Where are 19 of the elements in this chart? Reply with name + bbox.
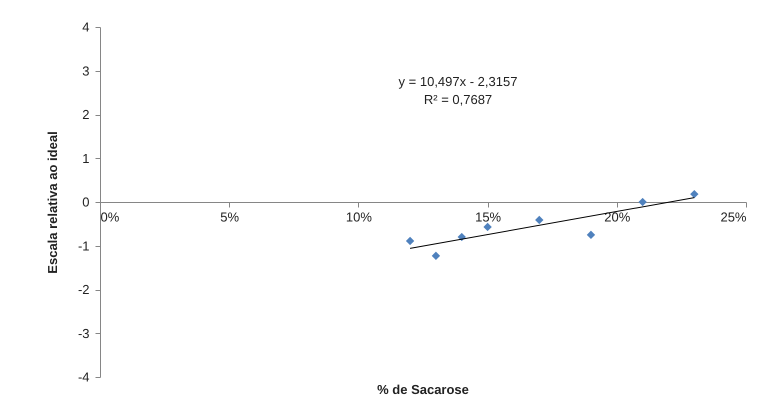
x-tick-label: 5%	[220, 210, 240, 224]
y-tick-label: 0	[82, 194, 90, 210]
annotation: y = 10,497x - 2,3157	[398, 74, 518, 89]
y-tick-label: -1	[78, 238, 90, 254]
y-tick-label: 4	[82, 20, 90, 34]
y-tick-label: 1	[82, 150, 90, 166]
x-tick-label: 15%	[475, 210, 502, 224]
y-tick-label: -3	[78, 326, 90, 341]
annotation: R² = 0,7687	[424, 92, 492, 107]
x-axis-title: % de Sacarose	[377, 382, 469, 397]
y-tick-label: -2	[78, 282, 90, 297]
y-tick-label: 2	[82, 107, 90, 122]
y-axis-title: Escala relativa ao ideal	[44, 131, 60, 274]
x-tick-label: 10%	[346, 210, 372, 224]
x-tick-label: 25%	[720, 210, 747, 224]
y-tick-label: 3	[82, 63, 90, 78]
x-tick-label: 0%	[100, 210, 120, 224]
y-tick-label: -4	[78, 370, 90, 384]
x-tick-label: 20%	[604, 210, 631, 224]
